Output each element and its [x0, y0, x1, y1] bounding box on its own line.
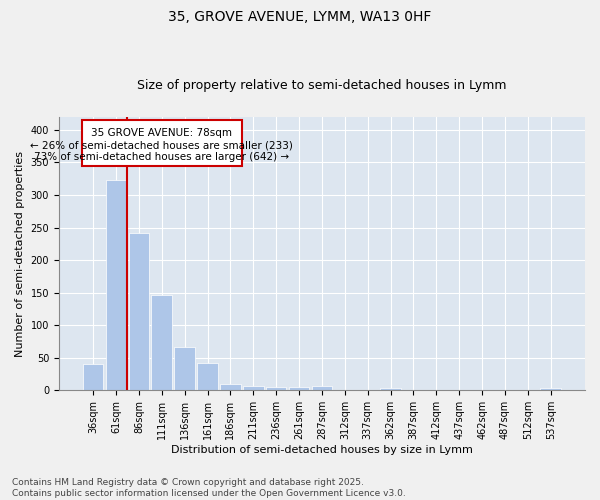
Text: 73% of semi-detached houses are larger (642) →: 73% of semi-detached houses are larger (… — [34, 152, 289, 162]
Bar — [380, 388, 401, 390]
Text: Contains HM Land Registry data © Crown copyright and database right 2025.
Contai: Contains HM Land Registry data © Crown c… — [12, 478, 406, 498]
Bar — [243, 386, 263, 390]
Title: Size of property relative to semi-detached houses in Lymm: Size of property relative to semi-detach… — [137, 79, 507, 92]
Bar — [311, 386, 332, 390]
Text: ← 26% of semi-detached houses are smaller (233): ← 26% of semi-detached houses are smalle… — [31, 140, 293, 150]
Bar — [83, 364, 103, 390]
Bar — [266, 387, 286, 390]
Bar — [197, 363, 218, 390]
Bar — [128, 234, 149, 390]
Bar — [541, 388, 561, 390]
Bar — [151, 295, 172, 390]
FancyBboxPatch shape — [82, 120, 242, 166]
X-axis label: Distribution of semi-detached houses by size in Lymm: Distribution of semi-detached houses by … — [171, 445, 473, 455]
Bar — [175, 348, 195, 391]
Text: 35 GROVE AVENUE: 78sqm: 35 GROVE AVENUE: 78sqm — [91, 128, 232, 138]
Bar — [220, 384, 241, 390]
Bar — [289, 387, 310, 390]
Y-axis label: Number of semi-detached properties: Number of semi-detached properties — [15, 150, 25, 356]
Text: 35, GROVE AVENUE, LYMM, WA13 0HF: 35, GROVE AVENUE, LYMM, WA13 0HF — [169, 10, 431, 24]
Bar — [106, 180, 126, 390]
